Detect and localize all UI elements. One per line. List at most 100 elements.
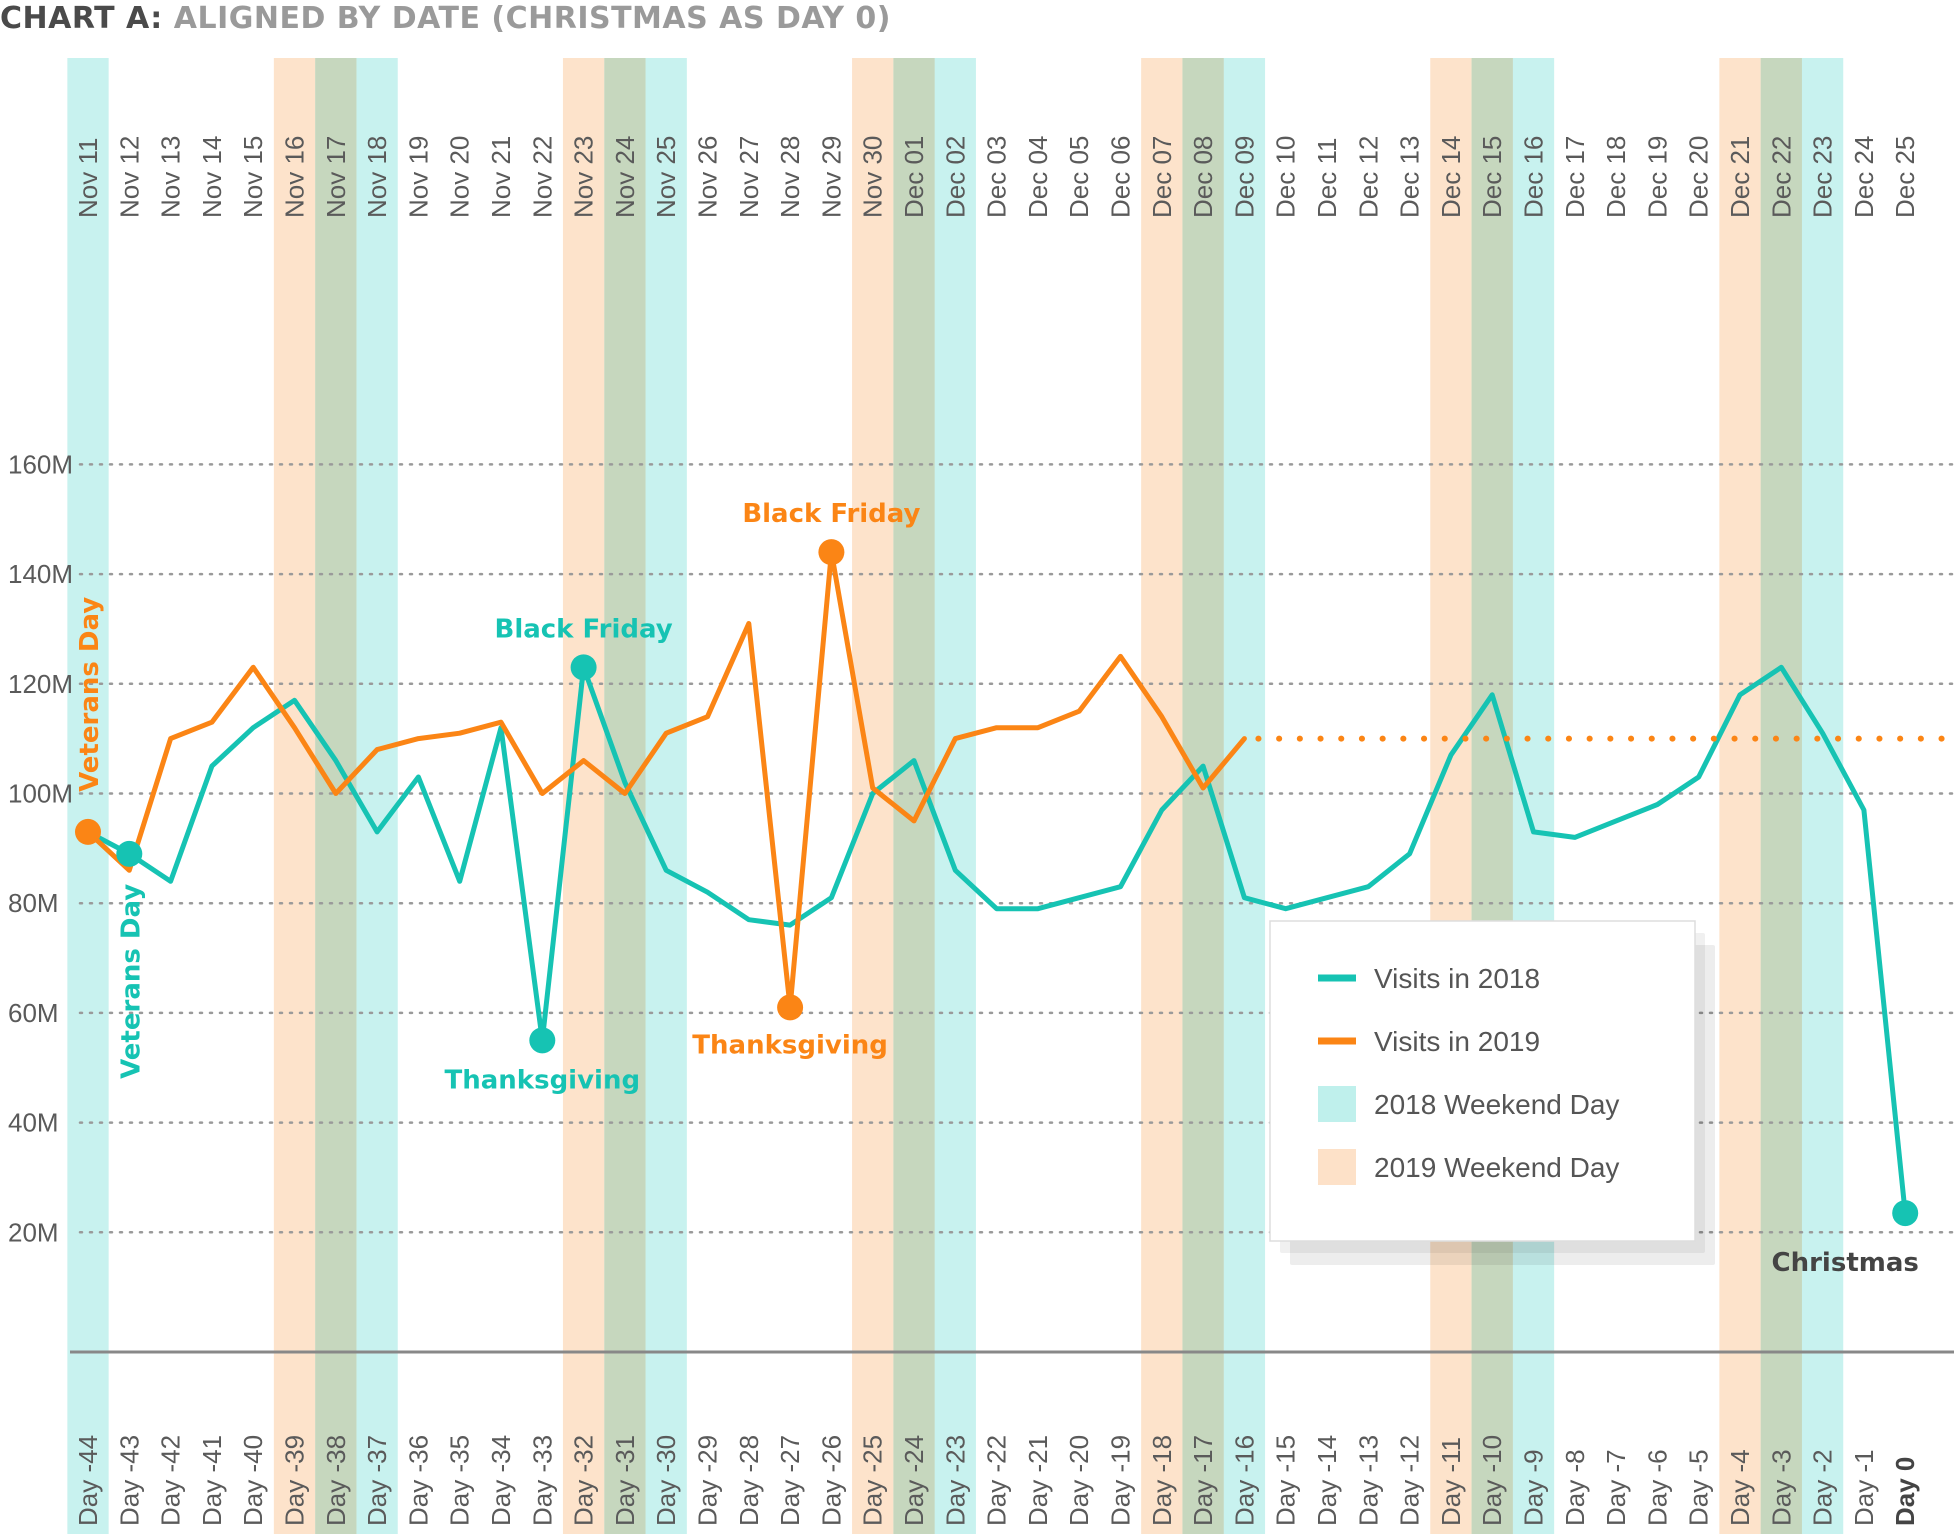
date-tick-label: Dec 11 xyxy=(1312,138,1342,218)
y-tick-label: 100M xyxy=(8,779,73,809)
date-tick-label: Nov 14 xyxy=(197,136,227,218)
annotation-label: Black Friday xyxy=(742,499,920,529)
day-tick-label: Day -11 xyxy=(1436,1437,1466,1526)
annotation-label: Veterans Day xyxy=(75,597,105,792)
series-line-2018 xyxy=(85,664,1908,1216)
day-tick-label: Day -10 xyxy=(1477,1435,1507,1526)
date-tick-label: Dec 17 xyxy=(1560,136,1590,218)
date-tick-label: Dec 04 xyxy=(1023,136,1053,218)
date-tick-label: Nov 27 xyxy=(734,136,764,218)
date-tick-label: Nov 21 xyxy=(486,136,516,218)
annotation-label: Black Friday xyxy=(495,614,673,644)
date-tick-label: Nov 20 xyxy=(445,136,475,218)
day-tick-label: Day -17 xyxy=(1188,1435,1218,1526)
y-tick-label: 160M xyxy=(8,449,73,479)
annotation-marker xyxy=(75,818,101,845)
date-tick-label: Dec 03 xyxy=(982,136,1012,218)
date-tick-label: Dec 10 xyxy=(1271,136,1301,218)
legend-label: 2018 Weekend Day xyxy=(1374,1089,1619,1120)
weekend-band-2018 xyxy=(1512,58,1555,1534)
annotation-label: Christmas xyxy=(1772,1248,1919,1278)
day-tick-label: Day -33 xyxy=(527,1435,557,1526)
date-tick-label: Dec 02 xyxy=(940,136,970,218)
day-tick-label: Day -40 xyxy=(238,1435,268,1526)
day-tick-label: Day -19 xyxy=(1106,1435,1136,1526)
day-tick-label: Day -18 xyxy=(1147,1435,1177,1526)
day-tick-label: Day -8 xyxy=(1560,1449,1590,1526)
annotation-marker xyxy=(777,994,804,1021)
day-tick-label: Day -20 xyxy=(1064,1435,1094,1526)
date-tick-label: Nov 22 xyxy=(527,136,557,218)
date-tick-label: Dec 16 xyxy=(1519,136,1549,218)
legend: Visits in 2018 Visits in 2019 2018 Weekend… xyxy=(1269,920,1715,1265)
weekend-bands xyxy=(67,58,1844,1534)
legend-label: Visits in 2018 xyxy=(1374,963,1540,994)
day-tick-label: Day -28 xyxy=(734,1435,764,1526)
weekend-band-2018 xyxy=(1182,58,1224,1534)
date-tick-label: Dec 21 xyxy=(1725,136,1755,218)
day-tick-labels: Day -44 Day -43 Day -42 Day -41 Day -40 Day -… xyxy=(73,1435,1920,1526)
date-tick-label: Nov 13 xyxy=(156,136,186,218)
day-tick-label: Day -4 xyxy=(1725,1449,1755,1526)
date-tick-label: Dec 01 xyxy=(899,136,929,218)
weekend-band-2018 xyxy=(315,58,357,1534)
date-tick-label: Dec 15 xyxy=(1477,136,1507,218)
day-tick-label: Day -16 xyxy=(1229,1435,1259,1526)
weekend-band-2018 xyxy=(934,58,976,1534)
weekend-band-2018 xyxy=(67,58,109,1534)
day-tick-label: Day -23 xyxy=(940,1435,970,1526)
annotation-marker xyxy=(570,654,597,681)
y-tick-label: 120M xyxy=(8,669,73,699)
day-tick-label: Day -7 xyxy=(1601,1449,1631,1526)
date-tick-label: Dec 18 xyxy=(1601,136,1631,218)
day-tick-label: Day -37 xyxy=(362,1435,392,1526)
day-tick-label: Day -14 xyxy=(1312,1435,1342,1526)
date-tick-label: Dec 19 xyxy=(1642,136,1672,218)
day-tick-label: Day -25 xyxy=(858,1435,888,1526)
date-tick-label: Dec 05 xyxy=(1064,136,1094,218)
weekend-band-2018 xyxy=(1801,58,1844,1534)
day-tick-label: Day -29 xyxy=(693,1435,723,1526)
legend-swatch xyxy=(1318,1149,1356,1185)
weekend-band-2019 xyxy=(1719,58,1761,1534)
date-tick-label: Dec 20 xyxy=(1684,136,1714,218)
day-tick-label: Day -35 xyxy=(445,1435,475,1526)
day-tick-label: Day -13 xyxy=(1353,1435,1383,1526)
day-tick-label: Day -38 xyxy=(321,1435,351,1526)
legend-box xyxy=(1269,920,1696,1242)
gridlines xyxy=(78,463,1954,1234)
date-tick-label: Nov 25 xyxy=(651,136,681,218)
date-tick-label: Nov 29 xyxy=(816,136,846,218)
date-tick-label: Dec 07 xyxy=(1147,136,1177,218)
annotation-marker xyxy=(529,1027,556,1054)
annotation-label: Thanksgiving xyxy=(445,1065,641,1095)
day-tick-label: Day 0 xyxy=(1890,1457,1920,1526)
date-tick-label: Dec 13 xyxy=(1395,136,1425,218)
weekend-band-2018 xyxy=(1223,58,1266,1534)
chart-title: CHART A: ALIGNED BY DATE (CHRISTMAS AS D… xyxy=(0,0,891,40)
weekend-band-2018 xyxy=(356,58,398,1534)
weekend-band-2018 xyxy=(1471,58,1513,1534)
day-tick-label: Day -34 xyxy=(486,1435,516,1526)
date-tick-label: Dec 12 xyxy=(1353,136,1383,218)
y-tick-label: 40M xyxy=(8,1108,59,1138)
y-tick-label: 140M xyxy=(8,559,73,589)
day-tick-label: Day -30 xyxy=(651,1435,681,1526)
legend-label: 2019 Weekend Day xyxy=(1374,1152,1619,1183)
legend-swatch xyxy=(1318,1086,1356,1122)
date-tick-label: Nov 17 xyxy=(321,136,351,218)
annotation-markers xyxy=(75,539,1919,1227)
date-tick-label: Nov 30 xyxy=(858,136,888,218)
day-tick-label: Day -21 xyxy=(1023,1435,1053,1526)
day-tick-label: Day -43 xyxy=(114,1435,144,1526)
date-tick-label: Nov 15 xyxy=(238,136,268,218)
series-lines xyxy=(85,549,1954,1216)
annotation-label: Thanksgiving xyxy=(692,1030,888,1060)
weekend-band-2019 xyxy=(1430,58,1472,1534)
annotation-marker xyxy=(116,840,143,867)
date-tick-label: Dec 22 xyxy=(1766,136,1796,218)
weekend-band-2019 xyxy=(273,58,316,1534)
day-tick-label: Day -22 xyxy=(982,1435,1012,1526)
day-tick-label: Day -36 xyxy=(403,1435,433,1526)
annotation-labels: Veterans Day Veterans Day Black Friday Than… xyxy=(75,499,1919,1278)
